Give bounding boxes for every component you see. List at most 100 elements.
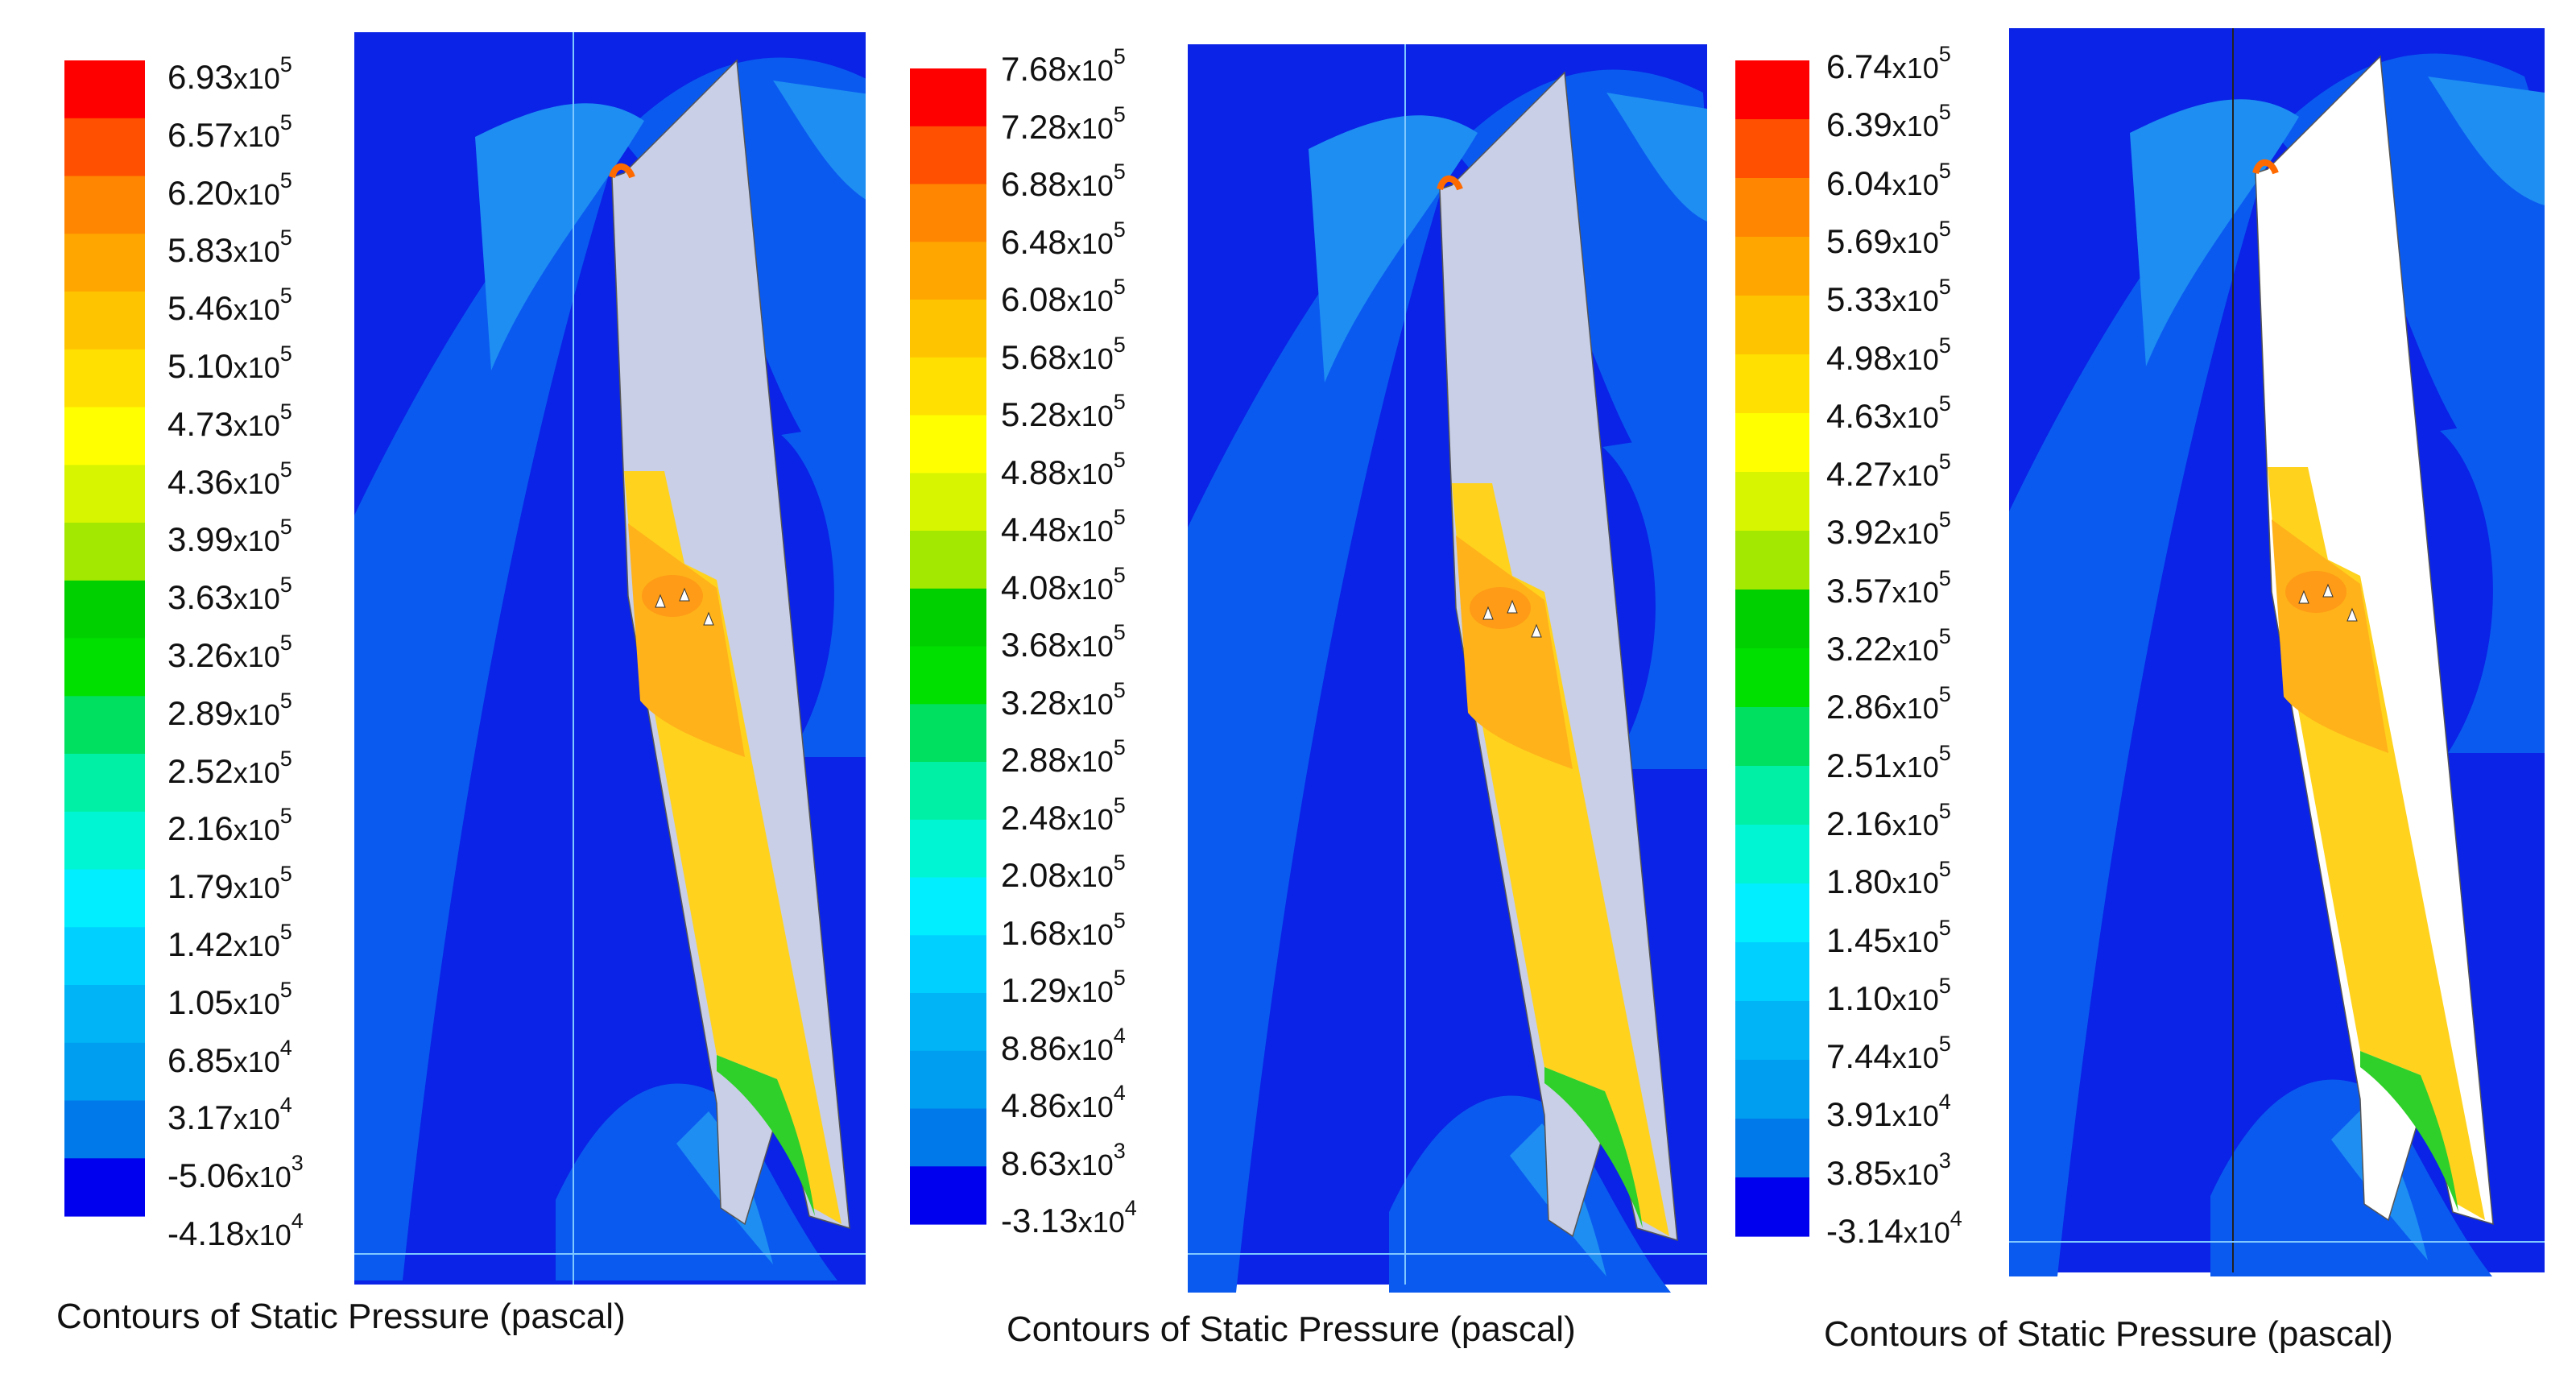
contour-panel-2: 7.68x105 7.28x105 6.88x105 6.48x105 6.08x105…	[866, 0, 1711, 1386]
colorbar-tick-label: 6.88x105	[999, 161, 1128, 201]
contour-figure-2	[910, 44, 1707, 1293]
colorbar-tick-label: 7.28x105	[999, 103, 1128, 144]
colorbar-tick-label: 2.88x105	[999, 737, 1128, 777]
colorbar-tick-label: -4.18x104	[165, 1210, 306, 1252]
tick-multiplier: x10	[1066, 572, 1114, 606]
colorbar-swatch	[910, 68, 986, 127]
tick-multiplier: x10	[1066, 917, 1114, 951]
colorbar-tick-label: 1.10x105	[1824, 974, 1954, 1016]
colorbar-tick-label: 2.16x105	[165, 805, 295, 846]
tick-exponent: 5	[1113, 44, 1126, 68]
tick-mantissa: 5.68	[1001, 337, 1067, 376]
tick-multiplier: x10	[1892, 925, 1939, 958]
colorbar-tick-label: 6.93x105	[165, 54, 295, 96]
tick-exponent: 5	[1113, 908, 1126, 933]
colorbar-tick-label: -3.14x104	[1824, 1208, 1965, 1248]
tick-mantissa: -3.13	[1001, 1202, 1078, 1239]
colorbar-swatch	[64, 465, 145, 523]
colorbar-tick-label: 4.48x105	[999, 507, 1128, 548]
tick-exponent: 5	[279, 573, 292, 598]
tick-multiplier: x10	[244, 1218, 292, 1252]
colorbar-tick-label: 3.57x105	[1824, 567, 1954, 608]
tick-mantissa: 5.69	[1826, 221, 1892, 260]
tick-exponent: 5	[279, 977, 292, 1002]
tick-exponent: 5	[279, 920, 292, 944]
colorbar-swatch	[1735, 648, 1809, 708]
tick-multiplier: x10	[233, 582, 280, 616]
colorbar-swatch	[910, 762, 986, 821]
tick-multiplier: x10	[233, 408, 280, 442]
tick-multiplier: x10	[1066, 515, 1114, 548]
tick-multiplier: x10	[1892, 225, 1939, 259]
tick-exponent: 5	[279, 457, 292, 482]
tick-mantissa: 6.74	[1826, 48, 1892, 85]
colorbar-swatch	[64, 580, 145, 639]
tick-multiplier: x10	[1892, 168, 1939, 201]
colorbar-tick-label: 2.52x105	[165, 747, 295, 788]
tick-mantissa: 4.08	[1001, 568, 1067, 606]
colorbar-swatch	[1735, 707, 1809, 767]
tick-exponent: 5	[279, 804, 292, 829]
tick-exponent: 5	[1938, 1032, 1951, 1057]
tick-mantissa: 6.08	[1001, 280, 1067, 318]
tick-multiplier: x10	[1892, 692, 1939, 726]
tick-mantissa: 5.83	[167, 231, 234, 270]
colorbar-swatch	[1735, 237, 1809, 296]
tick-multiplier: x10	[1892, 808, 1939, 842]
tick-multiplier: x10	[233, 1103, 280, 1136]
colorbar-tick-label: 5.68x105	[999, 333, 1128, 376]
tick-multiplier: x10	[1892, 750, 1939, 784]
colorbar-tick-label: 3.63x105	[165, 574, 295, 616]
tick-mantissa: 2.08	[1001, 856, 1067, 894]
tick-multiplier: x10	[233, 524, 280, 558]
tick-exponent: 5	[279, 688, 292, 713]
colorbar-swatch	[910, 473, 986, 532]
colorbar-tick-label: 2.16x105	[1824, 800, 1954, 842]
tick-exponent: 5	[1113, 390, 1126, 414]
tick-multiplier: x10	[233, 177, 280, 211]
figure-caption-1: Contours of Static Pressure (pascal)	[56, 1297, 626, 1336]
colorbar-tick-label: 5.33x105	[1824, 276, 1954, 317]
pressure-band	[2210, 1079, 2492, 1276]
colorbar-tick-label: 3.91x104	[1824, 1091, 1954, 1132]
colorbar-swatch	[1735, 825, 1809, 884]
tick-mantissa: 2.16	[1826, 804, 1892, 842]
colorbar-tick-label: 4.27x105	[1824, 451, 1954, 492]
tick-mantissa: 6.93	[167, 58, 234, 96]
colorbar-swatch	[64, 176, 145, 234]
tick-mantissa: 5.46	[167, 289, 234, 328]
tick-exponent: 5	[1938, 100, 1951, 125]
tick-mantissa: 6.85	[167, 1041, 234, 1079]
tick-exponent: 5	[1938, 798, 1951, 823]
valve-blade	[1437, 71, 1678, 1242]
tick-multiplier: x10	[1892, 1041, 1939, 1075]
colorbar-tick-label: -5.06x103	[165, 1152, 306, 1194]
colorbar-swatch	[910, 357, 986, 416]
tick-mantissa: 8.63	[1001, 1144, 1067, 1182]
colorbar-swatch	[910, 184, 986, 242]
colorbar-swatch	[910, 1050, 986, 1110]
colorbar-swatch	[910, 819, 986, 879]
tick-multiplier: x10	[233, 987, 280, 1020]
colorbar-tick-label: 3.22x105	[1824, 626, 1954, 666]
tick-exponent: 5	[1113, 447, 1126, 472]
colorbar-swatch	[910, 300, 986, 358]
colorbar-tick-label: 8.63x103	[999, 1140, 1128, 1182]
tick-mantissa: 2.48	[1001, 798, 1067, 837]
figure-caption-2: Contours of Static Pressure (pascal)	[1007, 1309, 1576, 1349]
tick-multiplier: x10	[233, 235, 280, 269]
colorbar-tick-label: -3.13x104	[999, 1198, 1139, 1239]
tick-exponent: 5	[1113, 562, 1126, 587]
blade-hot-spot	[642, 575, 703, 617]
pressure-band	[556, 1083, 837, 1280]
tick-exponent: 5	[1938, 275, 1951, 300]
colorbar-swatch	[64, 696, 145, 755]
tick-multiplier: x10	[1066, 54, 1114, 87]
valve-blade	[609, 59, 850, 1230]
colorbar-swatch	[910, 1166, 986, 1225]
tick-mantissa: 5.10	[167, 347, 234, 385]
blade-hole	[1482, 606, 1494, 620]
blade-hole	[703, 611, 714, 626]
colorbar-tick-label: 7.44x105	[1824, 1033, 1954, 1075]
tick-exponent: 5	[1938, 973, 1951, 998]
